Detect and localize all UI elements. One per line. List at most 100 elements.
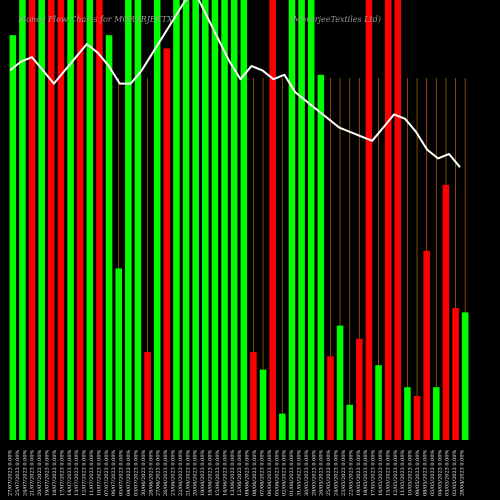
x-tick-label: 16/06/2023 0.00% bbox=[208, 449, 214, 496]
x-tick-label: 06/06/2023 0.00% bbox=[267, 449, 273, 496]
x-tick-label: 19/05/2023 0.00% bbox=[356, 449, 362, 496]
x-tick-label: 20/07/2023 0.00% bbox=[37, 449, 43, 496]
bar-28 bbox=[279, 413, 286, 440]
x-tick-label: 07/07/2023 0.00% bbox=[104, 449, 110, 496]
bar-33 bbox=[327, 356, 334, 440]
bar-23 bbox=[230, 0, 238, 440]
bar-3 bbox=[38, 0, 45, 440]
bar-40 bbox=[394, 0, 402, 440]
x-tick-label: 05/05/2023 0.00% bbox=[430, 449, 436, 496]
bar-11 bbox=[115, 268, 122, 440]
x-tick-label: 27/06/2023 0.00% bbox=[156, 449, 162, 496]
bar-30 bbox=[298, 0, 305, 440]
bar-5 bbox=[57, 0, 65, 440]
x-tick-label: 09/06/2023 0.00% bbox=[245, 449, 251, 496]
x-tick-label: 30/06/2023 0.00% bbox=[141, 449, 147, 496]
bar-18 bbox=[182, 0, 190, 440]
x-tick-label: 01/06/2023 0.00% bbox=[289, 449, 295, 496]
bar-35 bbox=[346, 404, 353, 440]
x-tick-label: 19/07/2023 0.00% bbox=[45, 449, 51, 496]
bar-38 bbox=[375, 365, 382, 440]
bar-2 bbox=[28, 0, 36, 440]
x-tick-label: 15/05/2023 0.00% bbox=[385, 449, 391, 496]
bar-15 bbox=[153, 0, 161, 440]
x-tick-label: 03/07/2023 0.00% bbox=[134, 449, 140, 496]
x-tick-label: 03/05/2023 0.00% bbox=[445, 449, 451, 496]
x-tick-label: 20/06/2023 0.00% bbox=[193, 449, 199, 496]
x-tick-label: 25/07/2023 0.00% bbox=[15, 449, 21, 496]
bar-4 bbox=[48, 0, 55, 440]
bar-34 bbox=[336, 325, 344, 440]
x-tick-label: 19/06/2023 0.00% bbox=[200, 449, 206, 496]
x-tick-label: 04/07/2023 0.00% bbox=[126, 449, 132, 496]
x-tick-label: 02/06/2023 0.00% bbox=[282, 449, 288, 496]
x-tick-label: 02/05/2023 0.00% bbox=[452, 449, 458, 496]
x-tick-label: 18/07/2023 0.00% bbox=[52, 449, 58, 496]
bar-43 bbox=[423, 250, 430, 440]
bar-29 bbox=[288, 0, 296, 440]
bar-12 bbox=[125, 0, 132, 440]
bar-46 bbox=[452, 308, 459, 440]
bar-45 bbox=[442, 184, 450, 440]
x-tick-labels: 27/07/2023 0.00% 25/07/2023 0.00% 24/07/20… bbox=[8, 449, 466, 496]
x-tick-label: 05/06/2023 0.00% bbox=[274, 449, 280, 496]
x-tick-label: 14/07/2023 0.00% bbox=[67, 449, 73, 496]
bar-7 bbox=[76, 0, 84, 440]
x-tick-label: 18/05/2023 0.00% bbox=[363, 449, 369, 496]
x-tick-label: 11/07/2023 0.00% bbox=[89, 449, 95, 496]
x-tick-label: 15/06/2023 0.00% bbox=[215, 449, 221, 496]
x-tick-label: 05/07/2023 0.00% bbox=[119, 449, 125, 496]
x-tick-label: 28/04/2023 0.00% bbox=[460, 449, 466, 496]
bar-36 bbox=[356, 338, 363, 440]
x-tick-label: 26/06/2023 0.00% bbox=[163, 449, 169, 496]
x-tick-label: 08/06/2023 0.00% bbox=[252, 449, 258, 496]
x-tick-label: 11/05/2023 0.00% bbox=[400, 449, 406, 496]
x-tick-label: 21/06/2023 0.00% bbox=[185, 449, 191, 496]
x-tick-label: 23/05/2023 0.00% bbox=[341, 449, 347, 496]
x-tick-label: 30/05/2023 0.00% bbox=[304, 449, 310, 496]
bar-47 bbox=[461, 312, 469, 440]
x-tick-label: 13/06/2023 0.00% bbox=[230, 449, 236, 496]
x-tick-label: 17/05/2023 0.00% bbox=[371, 449, 377, 496]
bar-26 bbox=[259, 369, 267, 440]
x-tick-label: 07/06/2023 0.00% bbox=[259, 449, 265, 496]
x-tick-label: 08/05/2023 0.00% bbox=[423, 449, 429, 496]
bar-0 bbox=[9, 35, 17, 440]
bar-13 bbox=[134, 0, 142, 440]
x-tick-label: 25/05/2023 0.00% bbox=[326, 449, 332, 496]
x-tick-label: 16/05/2023 0.00% bbox=[378, 449, 384, 496]
bar-20 bbox=[202, 0, 209, 440]
x-tick-label: 28/06/2023 0.00% bbox=[148, 449, 154, 496]
bar-24 bbox=[240, 0, 248, 440]
bars bbox=[9, 0, 469, 441]
x-tick-label: 27/07/2023 0.00% bbox=[8, 449, 14, 496]
x-tick-label: 26/05/2023 0.00% bbox=[319, 449, 325, 496]
bar-17 bbox=[173, 0, 180, 440]
x-tick-label: 29/05/2023 0.00% bbox=[311, 449, 317, 496]
x-tick-label: 12/07/2023 0.00% bbox=[82, 449, 88, 496]
x-tick-label: 10/07/2023 0.00% bbox=[96, 449, 102, 496]
bar-6 bbox=[67, 0, 74, 440]
x-tick-label: 12/05/2023 0.00% bbox=[393, 449, 399, 496]
chart-title-left: Money Flow Charts for MORARJEETX bbox=[17, 15, 173, 24]
x-tick-label: 22/05/2023 0.00% bbox=[348, 449, 354, 496]
bar-25 bbox=[250, 352, 257, 440]
bar-21 bbox=[211, 0, 219, 440]
x-tick-label: 23/06/2023 0.00% bbox=[171, 449, 177, 496]
bar-31 bbox=[307, 0, 315, 440]
x-tick-label: 17/07/2023 0.00% bbox=[59, 449, 65, 496]
x-tick-label: 31/05/2023 0.00% bbox=[297, 449, 303, 496]
x-tick-label: 10/05/2023 0.00% bbox=[408, 449, 414, 496]
x-tick-label: 09/05/2023 0.00% bbox=[415, 449, 421, 496]
bar-14 bbox=[144, 352, 151, 440]
bar-27 bbox=[269, 0, 276, 440]
bar-42 bbox=[413, 396, 421, 440]
bar-37 bbox=[365, 0, 373, 440]
line-series bbox=[9, 0, 461, 168]
bar-41 bbox=[404, 387, 411, 440]
bar-8 bbox=[86, 0, 94, 440]
bar-44 bbox=[433, 387, 440, 440]
bar-19 bbox=[192, 0, 199, 440]
x-tick-label: 24/07/2023 0.00% bbox=[22, 449, 28, 496]
x-tick-label: 06/07/2023 0.00% bbox=[111, 449, 117, 496]
